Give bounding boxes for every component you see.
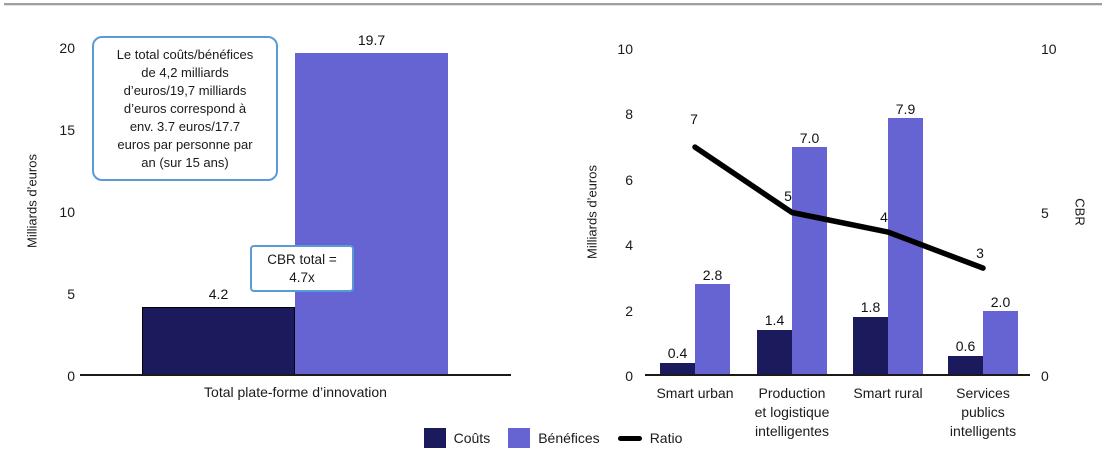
- bar-value-label: 1.8: [860, 299, 881, 316]
- right-chart-left-y-tick-label: 6: [625, 171, 633, 188]
- bar-couts-1: [757, 330, 792, 376]
- bar-value-label: 1.4: [764, 312, 785, 329]
- bar-benefices-total: [295, 52, 448, 376]
- annotation-costs-benefits-text: Le total coûts/bénéfices de 4,2 milliard…: [116, 47, 254, 170]
- right-chart-left-y-tick-label: 8: [625, 106, 633, 123]
- bar-couts-3: [948, 356, 983, 376]
- left-y-tick-label: 5: [67, 286, 75, 302]
- left-y-tick-label: 10: [59, 204, 75, 220]
- right-chart-left-y-tick-label: 10: [617, 41, 633, 57]
- right-category-label-1: Production et logistique intelligentes: [754, 385, 830, 439]
- bar-value-label: 0.4: [667, 344, 688, 361]
- legend-line-marker-ratio: [617, 435, 642, 441]
- left-y-tick-label: 0: [67, 368, 75, 384]
- annotation-costs-benefits: Le total coûts/bénéfices de 4,2 milliard…: [92, 36, 278, 181]
- bar-value-label: 7.9: [895, 100, 916, 117]
- right-chart-right-y-axis-title: CBR: [1072, 198, 1088, 226]
- right-category-label-0: Smart urban: [656, 385, 734, 401]
- bar-value-label: 2.8: [702, 267, 723, 284]
- right-chart-right-y-tick-label: 0: [1041, 368, 1049, 384]
- bar-couts-2: [853, 317, 888, 376]
- legend-swatch-benefices: [508, 428, 531, 448]
- bar-value-label: 4.2: [208, 286, 229, 303]
- right-category-label-3: Services publics intelligents: [949, 385, 1017, 439]
- right-chart-right-y-tick-label: 10: [1041, 41, 1057, 57]
- left-y-tick-label: 20: [59, 40, 75, 56]
- right-x-axis-line: [645, 374, 1030, 376]
- legend: Coûts Bénéfices Ratio: [0, 428, 1106, 448]
- ratio-point-label: 4: [880, 209, 888, 226]
- right-chart-left-y-tick-label: 0: [625, 368, 633, 384]
- legend-swatch-couts: [423, 428, 446, 448]
- bar-value-label: 0.6: [955, 338, 976, 355]
- bar-benefices-2: [888, 117, 923, 376]
- bar-benefices-1: [792, 147, 827, 376]
- top-rule-dark-line: [4, 3, 1102, 5]
- legend-label-couts: Coûts: [453, 430, 491, 446]
- bar-value-label: 19.7: [357, 31, 386, 48]
- ratio-point-label: 7: [690, 111, 698, 128]
- left-y-tick-label: 15: [59, 122, 75, 138]
- ratio-point-label: 5: [784, 187, 792, 204]
- left-x-axis-line: [80, 374, 511, 376]
- right-chart-left-y-axis-title: Milliards d’euros: [584, 165, 600, 259]
- right-chart-left-y-tick-label: 2: [625, 302, 633, 319]
- bar-couts-0: [660, 362, 695, 376]
- left-category-label: Total plate-forme d’innovation: [204, 384, 387, 400]
- legend-item-couts: Coûts: [423, 428, 491, 448]
- bar-value-label: 7.0: [799, 130, 820, 147]
- right-chart-right-y-tick-label: 5: [1041, 204, 1049, 221]
- ratio-point-label: 3: [976, 245, 984, 262]
- legend-item-ratio: Ratio: [617, 430, 683, 446]
- legend-label-ratio: Ratio: [649, 430, 683, 446]
- annotation-cbr-total: CBR total = 4.7x: [250, 245, 354, 292]
- bar-value-label: 2.0: [990, 293, 1011, 310]
- ratio-polyline: [692, 144, 986, 271]
- bar-benefices-0: [695, 284, 730, 376]
- annotation-cbr-total-text: CBR total = 4.7x: [267, 252, 337, 285]
- legend-label-benefices: Bénéfices: [538, 430, 600, 446]
- bar-benefices-3: [983, 310, 1018, 376]
- right-category-label-2: Smart rural: [853, 385, 923, 401]
- legend-item-benefices: Bénéfices: [508, 428, 600, 448]
- top-rule-light-line: [4, 5, 1102, 6]
- right-chart-left-y-tick-label: 4: [625, 237, 633, 254]
